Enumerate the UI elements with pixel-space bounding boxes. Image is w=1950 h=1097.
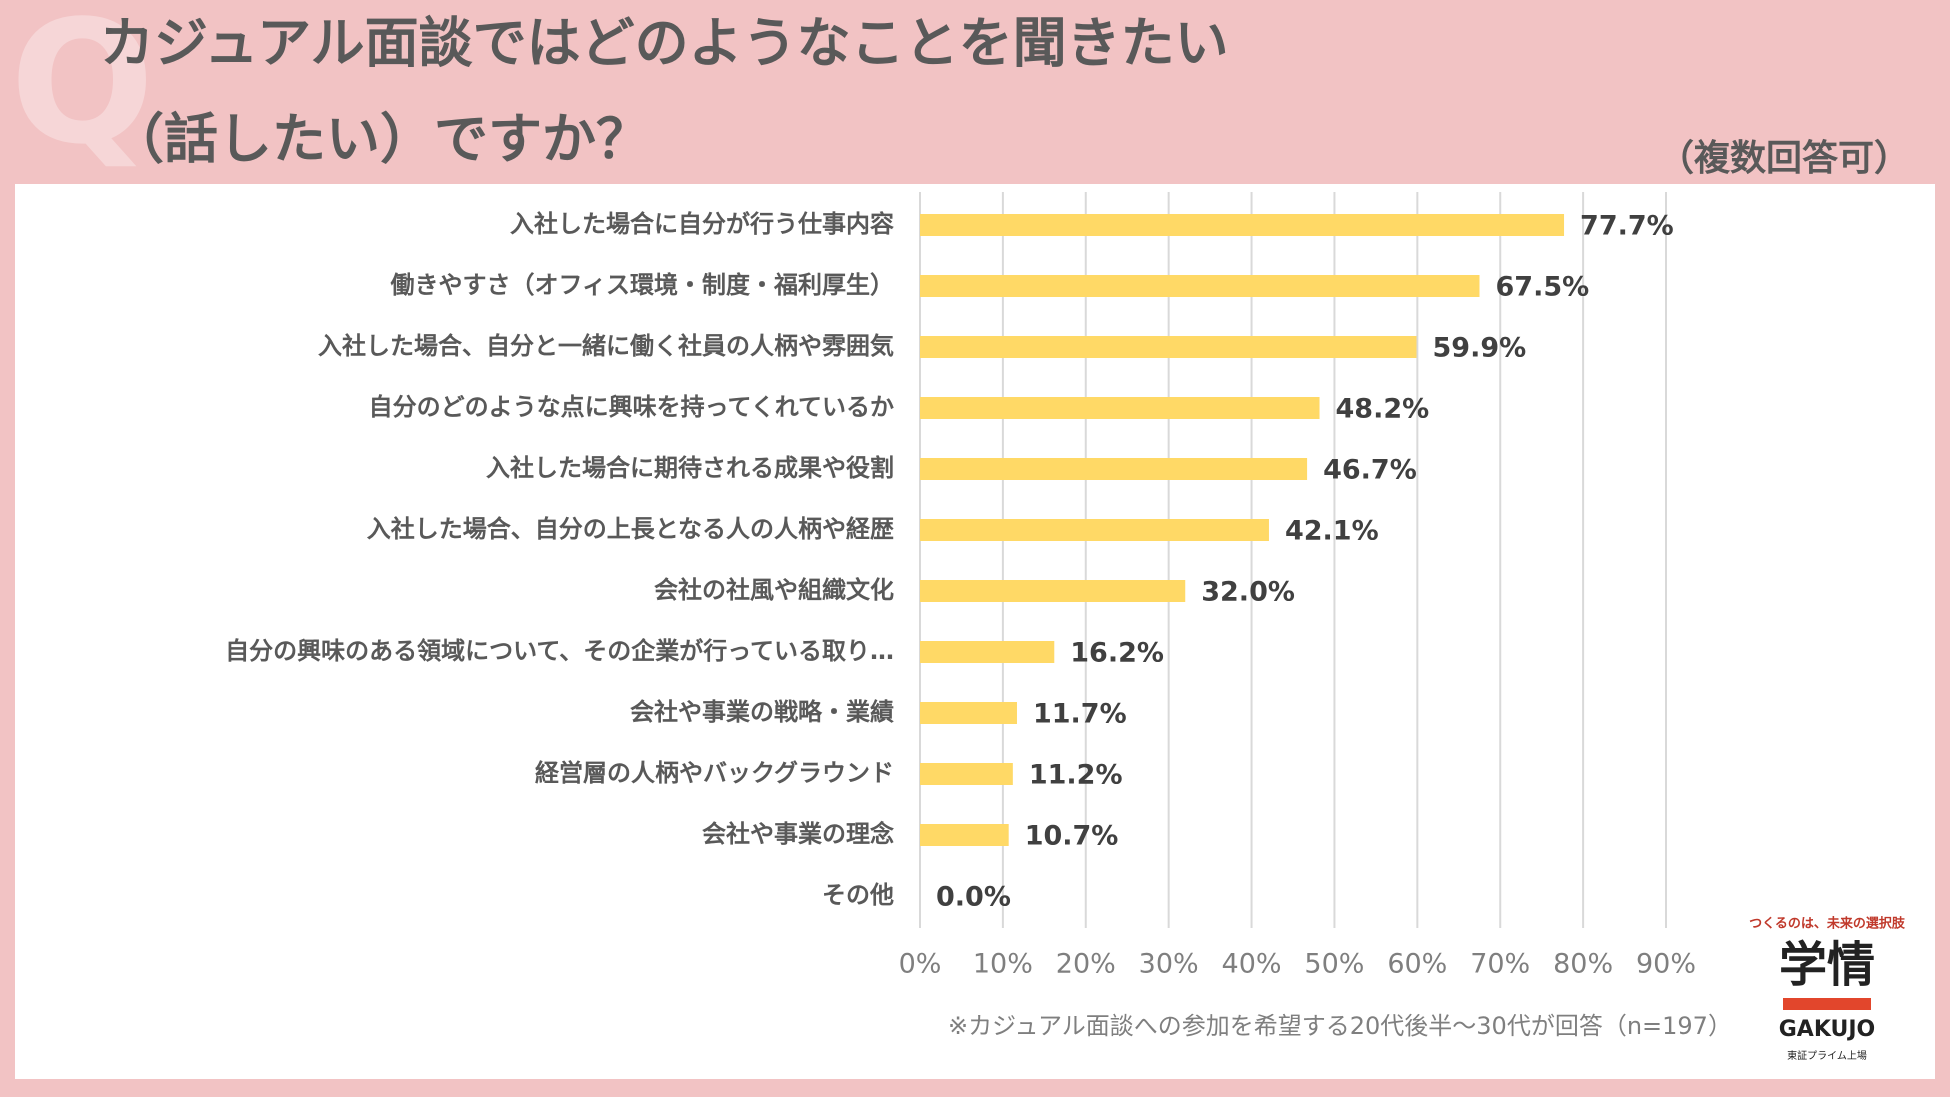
note: ※カジュアル面談への参加を希望する20代後半～30代が回答（n=197） xyxy=(948,1012,1732,1040)
logo-romaji: GAKUJO xyxy=(1779,1017,1876,1042)
value-label: 77.7% xyxy=(1580,211,1674,242)
title-line: カジュアル面談ではどのようなことを聞きたい xyxy=(100,12,1229,75)
y-tick-label: 会社や事業の戦略・業績 xyxy=(630,698,894,726)
y-tick-label: 入社した場合に自分が行う仕事内容 xyxy=(510,210,894,238)
value-label: 10.7% xyxy=(1025,821,1119,852)
y-tick-label: 会社の社風や組織文化 xyxy=(654,576,894,604)
value-label: 11.2% xyxy=(1029,760,1123,791)
x-tick-label: 20% xyxy=(1056,949,1116,980)
x-tick-label: 30% xyxy=(1139,949,1199,980)
value-label: 48.2% xyxy=(1336,394,1430,425)
y-tick-label: 入社した場合、自分の上長となる人の人柄や経歴 xyxy=(367,515,894,543)
bar xyxy=(920,702,1017,724)
bar xyxy=(920,275,1480,297)
bar xyxy=(920,397,1320,419)
bar xyxy=(920,336,1417,358)
value-label: 16.2% xyxy=(1070,638,1164,669)
bar xyxy=(920,641,1055,663)
title-line: （話したい）ですか？ xyxy=(110,108,650,171)
logo-bar xyxy=(1783,998,1871,1010)
bar xyxy=(920,519,1269,541)
bar xyxy=(920,458,1308,480)
x-tick-label: 10% xyxy=(973,949,1033,980)
x-tick-label: 40% xyxy=(1222,949,1282,980)
value-label: 46.7% xyxy=(1323,455,1417,486)
y-tick-label: 自分のどのような点に興味を持ってくれているか xyxy=(369,393,894,421)
y-tick-label: 経営層の人柄やバックグラウンド xyxy=(535,759,894,787)
y-tick-label: 入社した場合に期待される成果や役割 xyxy=(486,454,894,482)
bar xyxy=(920,214,1565,236)
x-tick-label: 60% xyxy=(1387,949,1447,980)
y-tick-label: 入社した場合、自分と一緒に働く社員の人柄や雰囲気 xyxy=(318,332,894,360)
value-label: 11.7% xyxy=(1033,699,1127,730)
y-tick-label: 会社や事業の理念 xyxy=(702,820,894,848)
value-label: 32.0% xyxy=(1201,577,1295,608)
bar xyxy=(920,824,1009,846)
q-decoration: Q xyxy=(10,0,155,182)
x-tick-label: 70% xyxy=(1470,949,1530,980)
y-tick-label: 自分の興味のある領域について、その企業が行っている取り… xyxy=(225,637,894,665)
logo-name: 学情 xyxy=(1779,937,1875,993)
logo-listing: 東証プライム上場 xyxy=(1787,1049,1867,1062)
x-tick-label: 90% xyxy=(1636,949,1696,980)
x-tick-label: 80% xyxy=(1553,949,1613,980)
y-tick-label: 働きやすさ（オフィス環境・制度・福利厚生） xyxy=(389,271,894,299)
value-label: 42.1% xyxy=(1285,516,1379,547)
bar xyxy=(920,763,1013,785)
bar xyxy=(920,580,1186,602)
x-tick-label: 50% xyxy=(1304,949,1364,980)
y-tick-label: その他 xyxy=(822,881,894,909)
value-label: 59.9% xyxy=(1433,333,1527,364)
x-tick-label: 0% xyxy=(899,949,942,980)
subtitle: （複数回答可） xyxy=(1658,138,1910,179)
value-label: 0.0% xyxy=(936,882,1011,913)
logo-tagline: つくるのは、未来の選択肢 xyxy=(1749,916,1906,932)
value-label: 67.5% xyxy=(1496,272,1590,303)
panel xyxy=(15,184,1935,1079)
